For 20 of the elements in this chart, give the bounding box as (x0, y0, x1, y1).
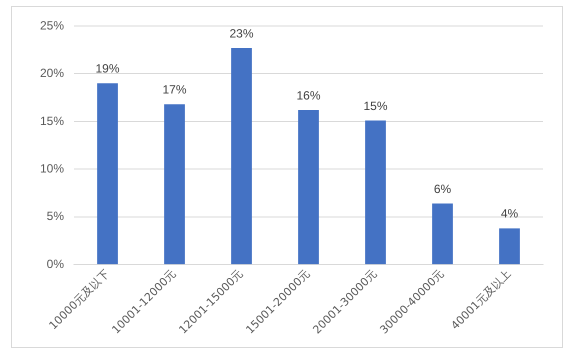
data-label: 23% (229, 26, 254, 40)
data-label: 16% (296, 88, 321, 102)
bar (231, 48, 252, 264)
y-tick-label: 15% (40, 114, 64, 128)
y-tick-label: 25% (40, 18, 64, 32)
data-label: 6% (434, 182, 452, 196)
data-label: 17% (162, 82, 187, 97)
bar (432, 204, 453, 264)
bar (499, 228, 520, 264)
bar (97, 83, 118, 264)
y-tick-label: 0% (46, 256, 64, 271)
y-tick-label: 10% (40, 161, 64, 176)
bar (298, 110, 319, 264)
data-label: 4% (500, 206, 519, 221)
y-tick-label: 5% (46, 209, 64, 224)
bar (164, 104, 185, 264)
data-label: 15% (363, 98, 388, 113)
data-label: 19% (96, 62, 120, 76)
bar (365, 120, 386, 264)
y-tick-label: 20% (40, 66, 64, 80)
